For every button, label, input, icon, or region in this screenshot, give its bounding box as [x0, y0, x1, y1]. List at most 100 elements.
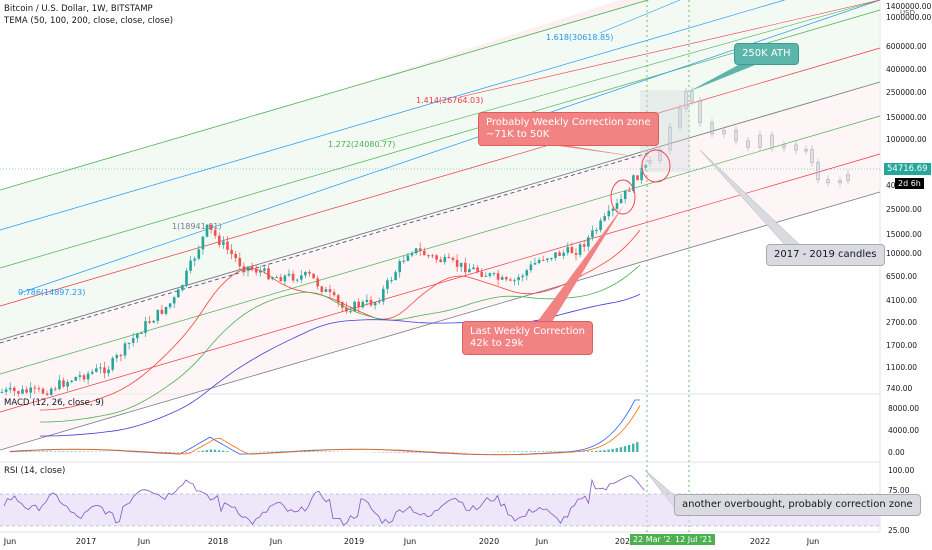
tema-label: TEMA (50, 100, 200, close, close, close) [4, 16, 174, 26]
ghost-candle-body [722, 129, 726, 135]
candle-body [17, 391, 20, 394]
macd-histogram-bar [517, 451, 520, 452]
ghost-candle-body [734, 129, 738, 142]
candle-body [431, 255, 434, 257]
candle-body [25, 389, 28, 393]
candle-body [398, 261, 401, 273]
candle-body [406, 255, 410, 261]
ghost-candle-body [668, 126, 672, 151]
macd-histogram-bar [222, 450, 225, 452]
candle-body [500, 277, 504, 280]
candle-body [628, 190, 631, 192]
macd-histogram-bar [185, 452, 188, 453]
candle-body [435, 255, 438, 260]
candle-body [13, 387, 16, 392]
macd-histogram-bar [521, 451, 524, 452]
callout-last-correction[interactable]: Last Weekly Correction 42k to 29k [462, 321, 594, 355]
candle-body [230, 249, 233, 254]
channel-line-3 [0, 47, 881, 307]
candle-body [447, 256, 451, 259]
candle-body [254, 269, 258, 273]
countdown-tag: 2d 6h [895, 178, 924, 189]
channel-line-6 [0, 153, 881, 413]
candle-body [123, 343, 127, 356]
candle-body [554, 252, 557, 259]
candle-body [509, 279, 512, 281]
candle-body [546, 258, 549, 260]
callout-weekly-zone[interactable]: Probably Weekly Correction zone ~71K to … [478, 112, 659, 146]
rsi-label: RSI (14, close) [4, 466, 66, 476]
price-tick-label: 1700.00 [886, 341, 917, 350]
candle-body [250, 266, 254, 270]
candle-body [636, 175, 639, 181]
correction-circle-1 [610, 179, 636, 215]
macd-histogram-bar [591, 451, 594, 452]
macd-histogram-bar [181, 452, 184, 453]
candle-body [496, 273, 500, 280]
ghost-candle-body [684, 90, 688, 109]
candle-body [492, 273, 496, 275]
candle-body [168, 303, 172, 307]
macd-histogram-bar [41, 451, 44, 452]
candle-body [517, 277, 520, 281]
macd-histogram-bar [209, 449, 213, 452]
ghost-candle-body [810, 149, 814, 163]
fib-line-1414 [459, 0, 881, 98]
callout-overbought[interactable]: another overbought, probably correction … [674, 494, 921, 516]
price-tick-label: 600000.00 [886, 42, 927, 51]
candle-body [578, 244, 582, 255]
macd-histogram-bar [74, 451, 77, 452]
candle-body [550, 258, 553, 260]
currency-label: USD [900, 9, 915, 17]
callout-candles[interactable]: 2017 - 2019 candles [766, 244, 885, 266]
signal-line [9, 405, 641, 456]
candle-body [181, 285, 184, 290]
candle-body [242, 266, 246, 271]
candle-body [320, 286, 324, 292]
candle-body [623, 190, 627, 200]
macd-histogram-bar [627, 444, 631, 452]
rsi-tick-label: 25.00 [888, 526, 910, 535]
macd-histogram-bar [611, 448, 614, 452]
candle-body [144, 321, 147, 333]
candle-body [365, 299, 369, 302]
macd-histogram-bar [545, 451, 549, 452]
macd-histogram-bar [550, 451, 553, 452]
candle-body [160, 309, 164, 314]
candle-body [287, 273, 291, 276]
macd-histogram-bar [176, 452, 180, 453]
callout-ath[interactable]: 250K ATH [734, 43, 799, 65]
candle-body [459, 262, 463, 267]
candle-body [209, 224, 213, 230]
candle-body [562, 252, 565, 256]
candle-body [140, 332, 143, 334]
channel-line-2 [0, 9, 881, 269]
macd-tick-label: 0.00 [888, 448, 905, 457]
candle-body [582, 244, 586, 247]
macd-histogram-bar [525, 451, 528, 452]
price-tick-label: 2700.00 [886, 318, 917, 327]
macd-histogram-bar [418, 452, 422, 453]
ghost-candle-body [770, 134, 774, 149]
fib-label-1272: 1.272(24080.77) [328, 140, 396, 149]
channel-fill-lower [0, 82, 880, 450]
candle-body [529, 264, 533, 271]
candle-body [263, 268, 266, 271]
macd-histogram-bar [213, 449, 217, 452]
candle-body [21, 389, 24, 394]
candle-body [312, 273, 315, 279]
candle-body [275, 277, 278, 279]
channel-line-1 [0, 0, 786, 231]
macd-histogram-bar [619, 447, 623, 452]
candle-body [107, 369, 110, 374]
candle-body [423, 250, 426, 256]
macd-histogram-bar [308, 451, 311, 452]
time-tick-label: Jun [403, 537, 417, 546]
candle-body [414, 248, 418, 254]
candle-body [131, 338, 135, 343]
ghost-candle-body [648, 160, 652, 164]
candle-body [369, 299, 373, 306]
candle-body [566, 247, 570, 253]
macd-histogram-bar [636, 442, 639, 452]
